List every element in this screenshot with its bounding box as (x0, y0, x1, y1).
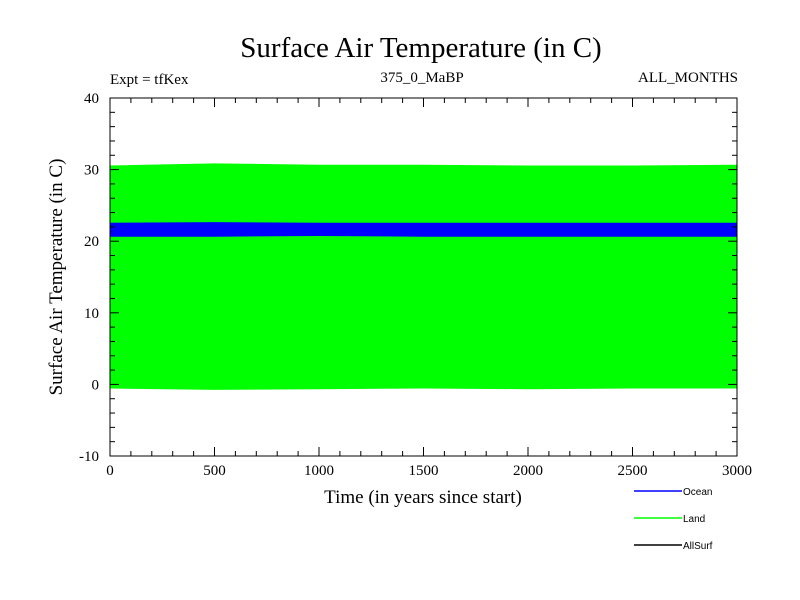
legend-label-allsurf: AllSurf (683, 541, 713, 552)
chart-title: Surface Air Temperature (in C) (240, 32, 601, 64)
x-axis-label: Time (in years since start) (324, 487, 522, 508)
header-center: 375_0_MaBP (380, 70, 463, 86)
x-tick-label: 2500 (618, 463, 648, 479)
legend-label-land: Land (683, 514, 705, 525)
x-tick-label: 500 (203, 463, 226, 479)
x-tick-label: 3000 (722, 463, 752, 479)
y-tick-label: -10 (79, 449, 99, 465)
series-ocean-band (109, 222, 738, 237)
header-right: ALL_MONTHS (638, 70, 738, 86)
legend: Ocean Land AllSurf (634, 487, 713, 552)
y-tick-label: 30 (84, 163, 99, 179)
x-tick-label: 1000 (304, 463, 334, 479)
plot-area: 0 500 1000 1500 2000 2500 3000 -10 0 10 20 30 40 (79, 91, 752, 479)
y-tick-label: 0 (92, 377, 100, 393)
legend-label-ocean: Ocean (683, 487, 712, 498)
header-left: Expt = tfKex (110, 72, 189, 88)
series-land-band (109, 163, 738, 390)
y-tick-label: 10 (84, 306, 99, 322)
x-tick-label: 1500 (409, 463, 439, 479)
x-tick-label: 0 (106, 463, 114, 479)
y-tick-label: 20 (84, 234, 99, 250)
x-tick-label: 2000 (513, 463, 543, 479)
y-axis-label: Surface Air Temperature (in C) (46, 159, 67, 396)
y-tick-label: 40 (84, 91, 99, 107)
